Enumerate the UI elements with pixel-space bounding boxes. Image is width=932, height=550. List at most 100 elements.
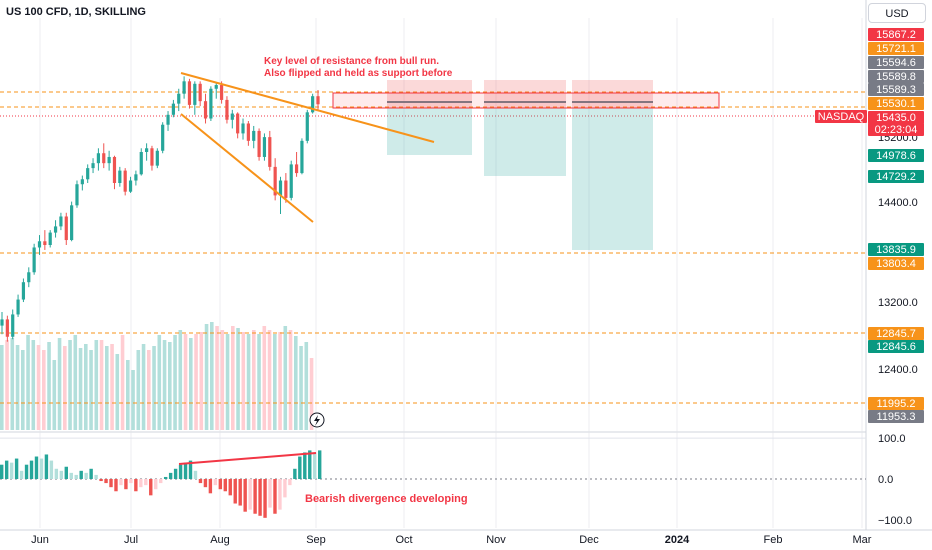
candle-body [32,247,36,273]
price-label-badge [868,243,924,256]
candle-body [219,85,224,100]
volume-bar [236,328,240,430]
candle-body [145,148,149,152]
time-axis-tick: Dec [579,534,599,546]
candle-body [118,170,122,183]
oscillator-bar [303,452,307,479]
price-axis-tick: 13200.0 [878,297,918,309]
candle-body [161,124,165,151]
time-axis-tick: Jun [31,534,49,546]
oscillator-bar [54,468,59,479]
price-label-badge [868,42,924,55]
oscillator-bar [183,462,188,479]
volume-bar [136,350,141,430]
chart-title: US 100 CFD, 1D, SKILLING [6,6,146,18]
oscillator-bar [163,476,168,479]
oscillator-bar [313,452,317,479]
time-axis-tick: Mar [853,534,872,546]
oscillator-axis-tick: −100.0 [878,515,912,527]
candle-body [75,184,79,206]
volume-bar [73,335,78,430]
currency-button[interactable]: USD [868,3,926,23]
lightning-icon [309,412,325,428]
volume-bar [89,350,93,430]
volume-bar [267,330,272,430]
candle-body [37,241,42,248]
candle-body [171,103,175,115]
candle-body [21,282,26,300]
oscillator-bar [278,479,282,510]
volume-bar [0,345,4,430]
candle-body [257,130,261,157]
price-label-text: 15589.8 [876,71,916,83]
candle-body [236,113,240,134]
price-label-badge [868,340,924,353]
candle-body [300,140,304,174]
oscillator-bar [44,454,49,479]
candle-body [112,156,117,183]
volume-bar [204,324,209,430]
oscillator-axis-tick: 0.0 [878,474,893,486]
volume-bar [262,326,267,430]
time-axis-tick: Aug [210,534,230,546]
volume-bar [194,334,198,430]
time-axis-tick: 2024 [665,534,690,546]
oscillator-bar [49,460,54,479]
oscillator-bar [283,479,287,498]
price-label-text: 11953.3 [877,411,916,423]
oscillator-bar [89,468,93,479]
oscillator-bar [74,474,78,479]
projection-box-stop [387,80,472,108]
oscillator-bar [14,458,19,479]
volume-bar [115,354,120,430]
candle-body [86,168,90,180]
volume-bar [110,344,114,430]
price-label-text: 15867.2 [876,29,916,41]
oscillator-bar [0,464,4,479]
oscillator-bar [198,479,203,484]
annotation-resistance-line1: Key level of resistance from bull run. [264,56,439,67]
symbol-tag-badge [815,110,867,123]
oscillator-bar [223,479,227,492]
candle-body [294,164,299,174]
volume-bar [283,326,288,430]
oscillator-bar [273,479,277,514]
candle-body [102,153,106,164]
oscillator-bar [233,479,237,504]
candle-body [11,314,15,337]
candle-body [177,93,181,104]
candle-body [305,112,309,141]
candle-body [43,241,47,245]
candle-body [214,85,218,89]
volume-bar [257,334,261,430]
oscillator-bar [109,479,113,488]
candle-body [91,163,95,169]
volume-bar [126,360,130,430]
oscillator-bar [218,479,223,490]
candle-body [182,81,186,94]
oscillator-bar [79,470,83,479]
volume-bar [309,358,314,430]
oscillator-bar [238,479,242,506]
annotation-divergence: Bearish divergence developing [305,493,468,505]
volume-bar [31,340,36,430]
oscillator-bar [114,479,118,492]
price-label-text: 13803.4 [876,258,916,270]
oscillator-bar [9,462,14,479]
annotation-resistance-line2: Also flipped and held as support before [264,68,453,79]
candle-body [107,156,111,164]
price-axis-tick: 14400.0 [878,197,918,209]
time-axis-tick: Sep [306,534,326,546]
volume-bar [220,330,225,430]
candle-body [225,99,229,120]
volume-bar [215,326,219,430]
candle-body [252,130,256,141]
volume-bar [99,340,104,430]
oscillator-bar [19,470,24,479]
volume-bar [231,326,235,430]
volume-bar [173,335,177,430]
volume-bar [304,342,309,430]
oscillator-bar [64,466,68,479]
